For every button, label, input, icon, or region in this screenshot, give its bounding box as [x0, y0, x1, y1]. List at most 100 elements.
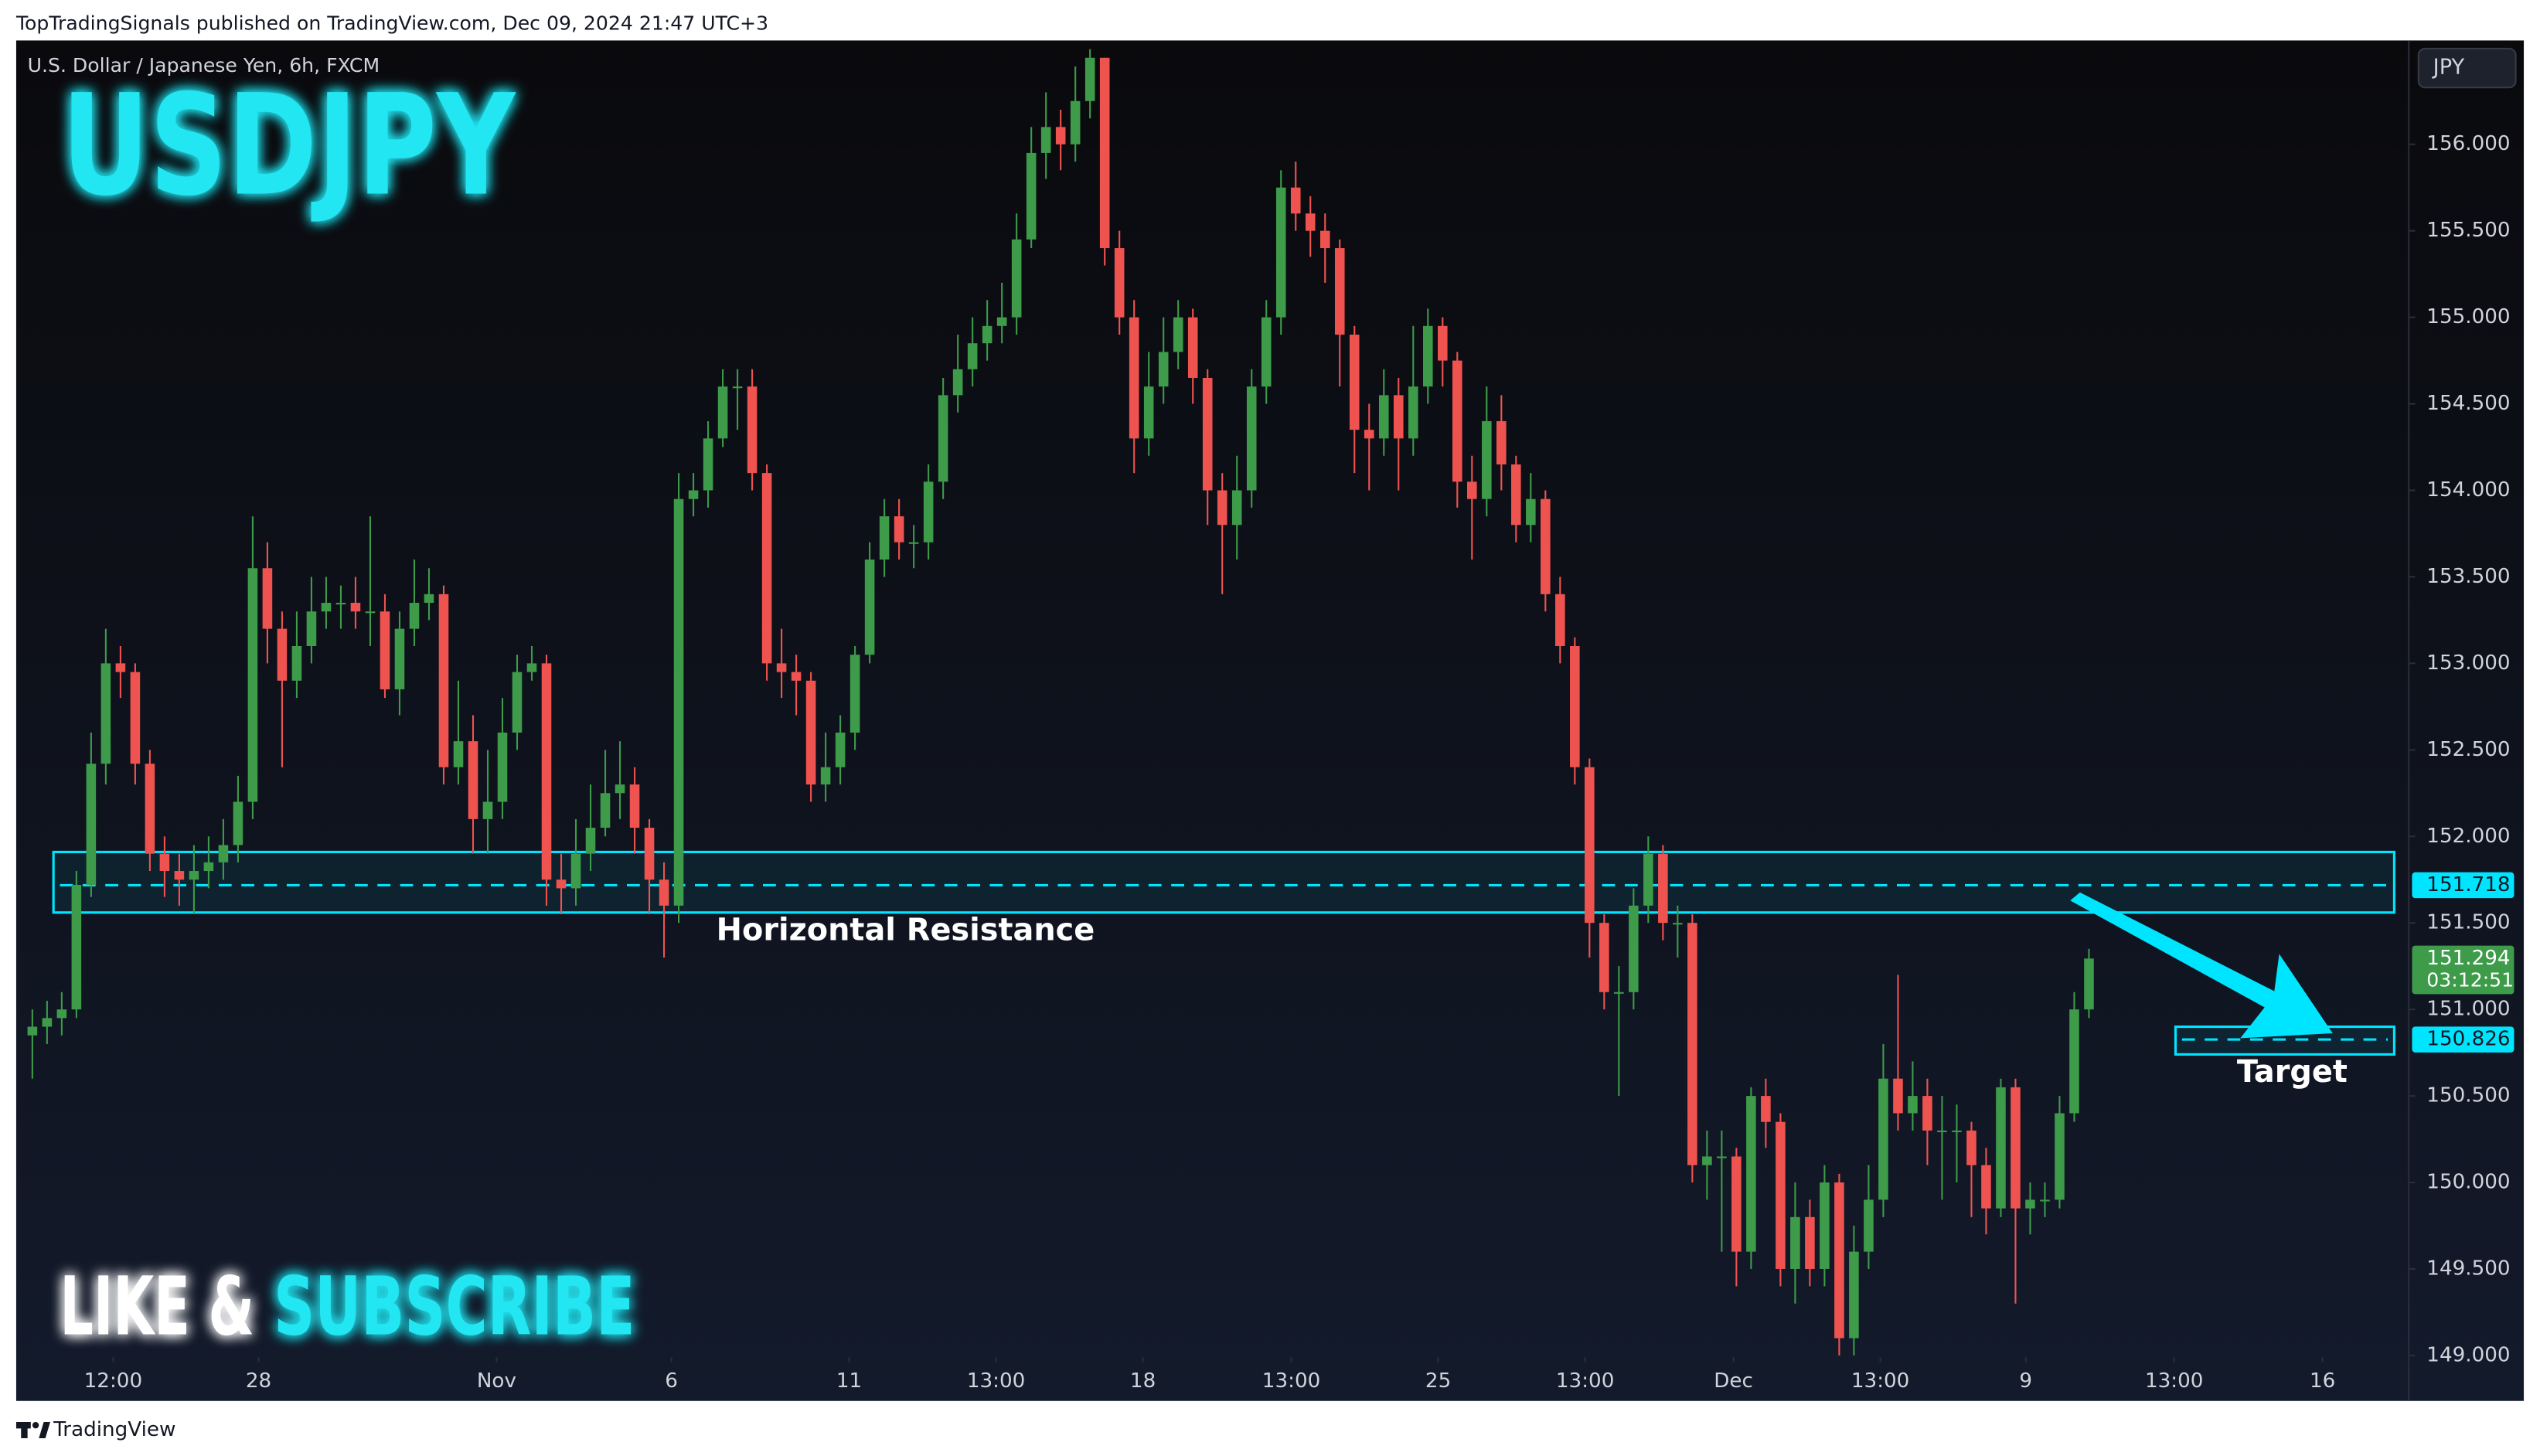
level-tag-label: 150.826: [2426, 1028, 2510, 1051]
x-tick-label: 13:00: [1262, 1369, 1320, 1393]
candle-body: [233, 801, 243, 845]
zone-label: Target: [2237, 1054, 2348, 1090]
candle-body: [1158, 352, 1169, 387]
candle-body: [1820, 1182, 1830, 1269]
publisher-line: TopTradingSignals published on TradingVi…: [15, 12, 768, 34]
candle-body: [1908, 1096, 1918, 1114]
candle-body: [1981, 1165, 1991, 1209]
promo-subscribe: SUBSCRIBE: [274, 1259, 635, 1353]
candle-body: [1408, 386, 1418, 439]
candle-body: [1055, 127, 1066, 145]
candle-body: [908, 542, 919, 544]
candle-body: [1143, 386, 1154, 439]
candle-body: [864, 560, 875, 655]
candle-body: [2084, 958, 2094, 1010]
candle-body: [1541, 498, 1551, 594]
x-tick-label: Dec: [1714, 1369, 1753, 1393]
candle-body: [1275, 187, 1286, 318]
candle-body: [585, 828, 596, 854]
candle-body: [1629, 905, 1639, 992]
candle-body: [556, 879, 567, 889]
x-tick-label: 13:00: [967, 1369, 1025, 1393]
candle-body: [1687, 923, 1697, 1165]
candle-body: [1834, 1182, 1844, 1339]
candle-body: [1026, 152, 1037, 240]
x-tick-label: 13:00: [2145, 1369, 2203, 1393]
candle-body: [1202, 377, 1213, 491]
candle-body: [1129, 317, 1139, 439]
candle-body: [1966, 1130, 1977, 1165]
candle-body: [659, 879, 669, 906]
candle-body: [218, 845, 229, 862]
y-tick-label: 153.500: [2426, 565, 2510, 588]
candle-body: [1334, 248, 1345, 335]
candle-body: [350, 603, 361, 612]
candle-body: [453, 741, 464, 767]
y-tick-label: 155.500: [2426, 219, 2510, 242]
candle-body: [159, 853, 170, 872]
candle-body: [424, 594, 434, 604]
candle-body: [1084, 57, 1095, 101]
last-price-label: 151.294: [2426, 947, 2510, 970]
currency-button[interactable]: [2417, 47, 2517, 89]
candle-body: [497, 732, 508, 802]
y-tick-label: 149.000: [2426, 1343, 2510, 1366]
candle-body: [321, 603, 332, 612]
candle-body: [600, 793, 611, 828]
y-tick-label: 154.500: [2426, 392, 2510, 415]
candle-body: [1422, 325, 1433, 387]
candle-body: [717, 386, 728, 439]
candle-body: [761, 473, 772, 664]
candle-body: [1526, 498, 1536, 526]
y-tick-label: 151.000: [2426, 998, 2510, 1021]
candle-body: [1467, 481, 1477, 499]
candle-body: [1922, 1096, 1932, 1131]
candle-body: [365, 611, 376, 614]
candle-body: [1305, 213, 1316, 231]
promo-like: LIKE &: [60, 1259, 254, 1353]
candle-body: [1761, 1096, 1771, 1122]
candle-body: [1614, 992, 1624, 994]
candle-body: [1937, 1130, 1947, 1132]
candle-body: [277, 628, 288, 681]
candle-body: [468, 741, 478, 819]
candle-body: [1231, 490, 1242, 526]
candle-body: [703, 438, 713, 491]
candle-body: [2055, 1113, 2065, 1200]
countdown-label: 03:12:51: [2426, 969, 2514, 992]
candle-body: [1643, 853, 1653, 906]
zone-box: [52, 850, 2395, 914]
candle-body: [174, 871, 185, 880]
candle-body: [1952, 1130, 1962, 1132]
x-tick-label: 11: [836, 1369, 862, 1393]
candle-body: [203, 862, 214, 872]
level-tag-label: 151.718: [2426, 873, 2510, 896]
candle-body: [879, 516, 890, 560]
y-tick-label: 156.000: [2426, 132, 2510, 155]
candle-body: [1731, 1156, 1742, 1252]
candle-body: [1849, 1251, 1859, 1339]
x-tick-label: 12:00: [84, 1369, 142, 1393]
candle-body: [1878, 1078, 1888, 1200]
candle-body: [1717, 1156, 1727, 1158]
candle-body: [1482, 420, 1492, 499]
currency-label[interactable]: JPY: [2432, 56, 2465, 80]
candle-body: [1378, 395, 1389, 439]
candle-body: [1217, 490, 1227, 526]
candle-body: [629, 784, 640, 828]
x-tick-label: 13:00: [1556, 1369, 1614, 1393]
x-tick-label: 9: [2019, 1369, 2032, 1393]
candle-body: [2069, 1009, 2079, 1114]
candle-body: [409, 603, 420, 629]
candle-body: [1364, 430, 1374, 439]
candle-body: [1290, 187, 1301, 214]
candle-body: [1585, 767, 1595, 924]
candle-body: [1673, 923, 1683, 925]
chart-panel: [15, 40, 2525, 1401]
y-tick-label: 154.000: [2426, 478, 2510, 502]
candle-body: [1349, 334, 1360, 430]
candle-body: [1511, 464, 1521, 526]
candle-body: [776, 663, 787, 672]
symbol-title: U.S. Dollar / Japanese Yen, 6h, FXCM: [28, 54, 380, 77]
